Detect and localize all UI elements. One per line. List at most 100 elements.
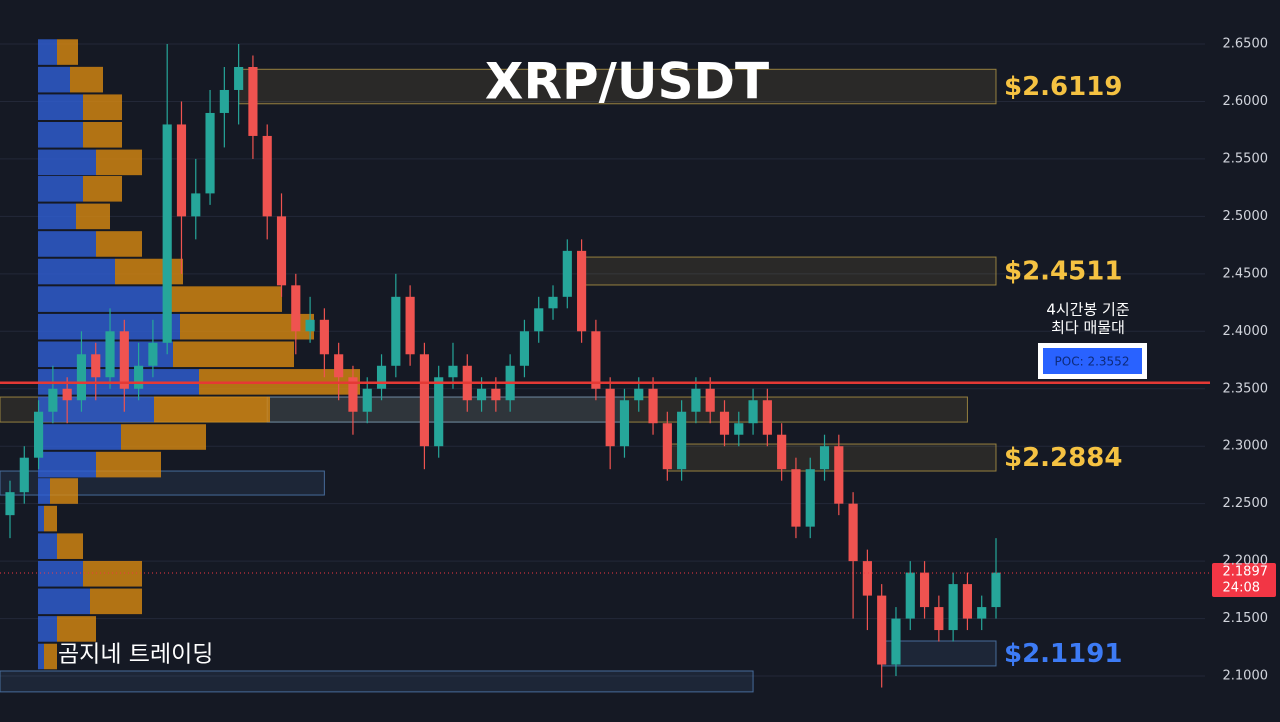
last-price-tag — [1212, 562, 1276, 597]
candle-body — [105, 331, 115, 378]
y-tick-label: 2.4500 — [1223, 266, 1269, 281]
candle-body — [648, 388, 658, 424]
profile-buy — [38, 588, 90, 615]
profile-buy — [38, 643, 44, 670]
zone-label: $2.2884 — [1004, 443, 1122, 473]
candle-body — [848, 503, 858, 562]
y-tick-label: 2.6500 — [1223, 37, 1269, 52]
countdown-label: 24:08 — [1223, 580, 1260, 595]
candle-body — [605, 388, 615, 447]
candle-body — [448, 365, 458, 378]
candle-body — [205, 112, 215, 194]
candle-body — [577, 250, 587, 332]
candle-body — [305, 319, 315, 332]
candle-body — [5, 492, 15, 516]
candle-body — [877, 595, 887, 665]
profile-buy — [38, 203, 76, 230]
candle-body — [91, 354, 101, 378]
zone — [0, 670, 754, 693]
zone — [666, 443, 997, 472]
candle-body — [562, 250, 572, 297]
candle-body — [791, 469, 801, 527]
candle-body — [819, 446, 830, 470]
profile-buy — [38, 122, 83, 148]
candle-body — [777, 434, 787, 470]
last-price-label: 2.1897 — [1223, 564, 1269, 579]
candles — [5, 44, 1001, 688]
profile-sell — [44, 505, 57, 532]
candle-body — [919, 572, 930, 608]
candle-body — [948, 584, 958, 631]
zone-label: $2.6119 — [1004, 72, 1122, 102]
profile-sell — [83, 122, 122, 148]
candle-body — [891, 618, 901, 665]
profile-sell — [96, 451, 161, 478]
y-tick-label: 2.5000 — [1223, 209, 1269, 224]
profile-buy — [38, 149, 96, 176]
annotation: 4시간봉 기준 — [1046, 301, 1130, 319]
profile-sell — [57, 39, 78, 65]
candle-body — [762, 400, 772, 435]
candle-body — [348, 377, 358, 412]
candle-body — [405, 296, 415, 355]
candle-body — [248, 66, 258, 136]
candle-body — [434, 377, 444, 447]
candle-body — [334, 354, 344, 378]
profile-sell — [96, 231, 142, 257]
candle-body — [48, 388, 58, 412]
candle-body — [291, 285, 301, 332]
candle-body — [276, 216, 287, 286]
candle-body — [662, 423, 672, 470]
profile-buy — [38, 94, 83, 121]
candle-body — [219, 89, 229, 113]
candle-body — [619, 400, 630, 447]
profile-buy — [38, 451, 96, 478]
profile-buy — [38, 533, 57, 559]
candle-body — [391, 296, 401, 366]
candle-body — [191, 193, 201, 217]
zone-label: $2.1191 — [1004, 639, 1122, 669]
y-tick-label: 2.3500 — [1223, 381, 1269, 396]
candle-body — [234, 66, 244, 90]
zone — [266, 396, 625, 423]
y-tick-label: 2.5500 — [1223, 151, 1269, 166]
profile-buy — [38, 66, 70, 93]
profile-sell — [115, 258, 183, 285]
profile-sell — [96, 149, 142, 176]
candle-body — [376, 365, 387, 389]
candle-body — [162, 124, 172, 343]
candle-body — [719, 411, 730, 435]
candle-body — [134, 365, 144, 389]
profile-buy — [38, 424, 121, 450]
watermark: 곰지네 트레이딩 — [58, 642, 213, 668]
annotation: 최다 매물대 — [1051, 319, 1125, 337]
candle-body — [805, 469, 815, 527]
candle-body — [62, 388, 72, 401]
profile-sell — [44, 643, 57, 670]
candle-body — [548, 296, 558, 309]
candle-body — [677, 411, 687, 470]
candle-body — [419, 354, 429, 447]
candle-body — [862, 561, 872, 596]
zone — [581, 256, 997, 286]
candle-body — [962, 584, 972, 619]
profile-buy — [38, 286, 163, 312]
candle-body — [119, 331, 129, 389]
y-tick-label: 2.3000 — [1223, 439, 1269, 454]
profile-sell — [70, 66, 103, 93]
candle-body — [705, 388, 715, 412]
profile-sell — [173, 341, 294, 368]
candle-body — [534, 308, 544, 332]
volume-profile — [38, 39, 360, 670]
profile-buy — [38, 231, 96, 257]
profile-sell — [50, 478, 78, 504]
profile-buy — [38, 560, 83, 587]
profile-sell — [83, 94, 122, 121]
candle-body — [634, 388, 644, 401]
candle-body — [362, 388, 372, 412]
profile-sell — [83, 176, 122, 202]
candle-body — [519, 331, 530, 366]
profile-buy — [38, 176, 83, 202]
candle-body — [734, 423, 744, 435]
